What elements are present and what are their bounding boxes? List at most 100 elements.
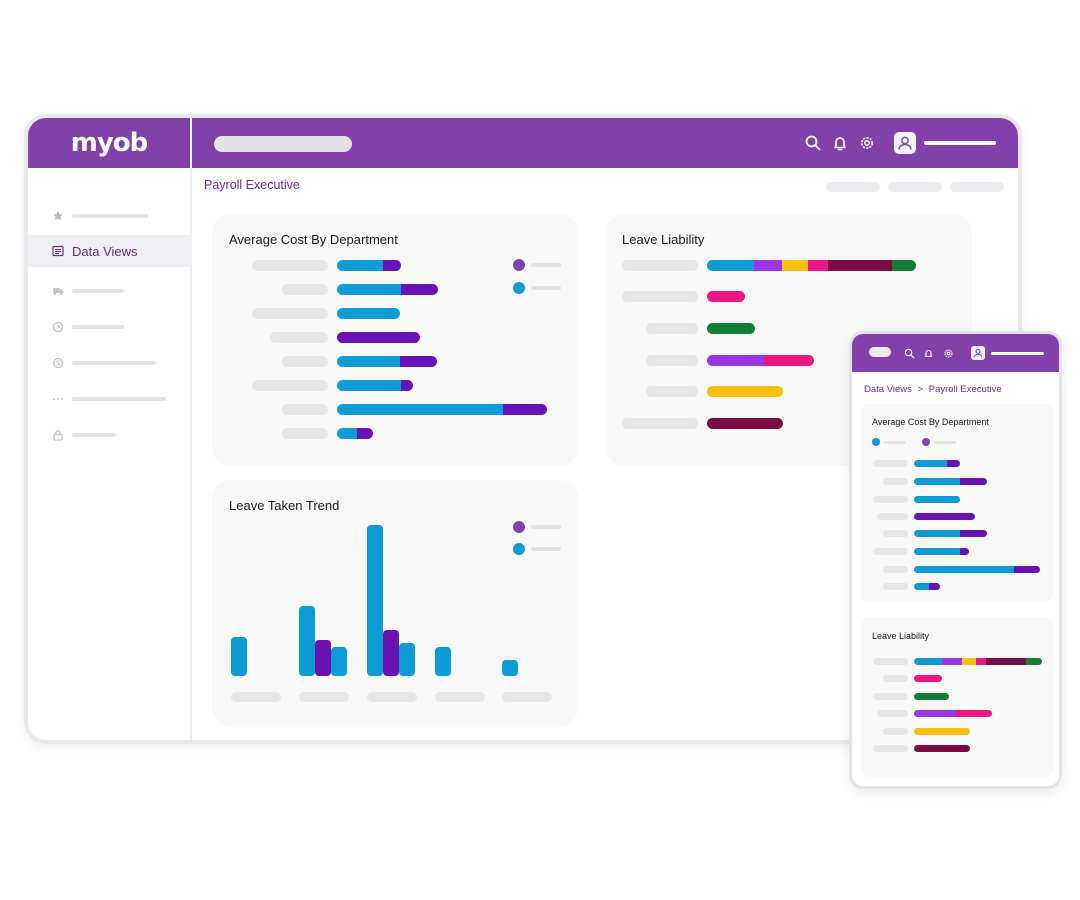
liability-bar[interactable] <box>914 658 1042 665</box>
bar-segment <box>976 658 986 665</box>
trend-bar[interactable] <box>299 606 315 676</box>
liability-bar[interactable] <box>707 291 745 302</box>
legend-dot-blue <box>513 282 525 294</box>
row-label-placeholder <box>252 380 328 391</box>
bar-segment <box>960 548 969 555</box>
cost-bar[interactable] <box>914 566 1040 573</box>
cost-bar[interactable] <box>914 583 940 590</box>
page-title: Payroll Executive <box>204 178 300 192</box>
legend-label-placeholder <box>531 547 561 551</box>
liability-bar[interactable] <box>707 355 814 366</box>
row-label-placeholder <box>883 530 908 537</box>
liability-bar[interactable] <box>914 675 942 682</box>
sidebar-item-more[interactable] <box>28 383 190 415</box>
row-label-placeholder <box>646 355 698 366</box>
bar-segment <box>337 308 400 319</box>
trend-bar[interactable] <box>331 647 347 676</box>
legend-label-placeholder <box>934 441 956 444</box>
sidebar-item-delivery[interactable] <box>28 275 190 307</box>
liability-bar[interactable] <box>707 386 783 397</box>
cost-bar[interactable] <box>337 428 373 439</box>
cost-bar[interactable] <box>914 548 969 555</box>
bar-segment <box>707 323 755 334</box>
cost-bar[interactable] <box>914 530 987 537</box>
cost-bar[interactable] <box>337 260 401 271</box>
bar-segment <box>960 478 987 485</box>
cost-bar[interactable] <box>914 460 960 467</box>
cost-bar[interactable] <box>337 404 547 415</box>
filter-pill[interactable] <box>826 182 880 192</box>
bar-segment <box>914 530 960 537</box>
cost-bar[interactable] <box>914 513 975 520</box>
row-label-placeholder <box>883 583 908 590</box>
row-label-placeholder <box>883 728 908 735</box>
sidebar-item-label-placeholder <box>72 433 116 437</box>
trend-bar[interactable] <box>231 637 247 676</box>
cost-bar[interactable] <box>337 380 413 391</box>
liability-bar[interactable] <box>707 323 755 334</box>
row-label-placeholder <box>252 308 328 319</box>
trend-bar[interactable] <box>367 525 383 676</box>
bar-segment <box>707 418 783 429</box>
average-cost-card: Average Cost By Department <box>212 214 578 466</box>
bar-segment <box>914 745 970 752</box>
user-name-placeholder <box>924 141 996 145</box>
gear-icon[interactable] <box>858 134 876 152</box>
gear-icon[interactable] <box>943 348 954 359</box>
legend-label-placeholder <box>531 286 561 290</box>
bar-segment <box>960 530 987 537</box>
search-icon[interactable] <box>904 348 915 359</box>
sidebar-item-finance[interactable] <box>28 347 190 379</box>
liability-bar[interactable] <box>914 745 970 752</box>
bar-segment <box>914 460 947 467</box>
liability-bar[interactable] <box>914 728 970 735</box>
trend-bar[interactable] <box>502 660 518 676</box>
cost-bar[interactable] <box>337 356 437 367</box>
filter-pill[interactable] <box>888 182 942 192</box>
trend-bar[interactable] <box>315 640 331 676</box>
sidebar-item-security[interactable] <box>28 419 190 451</box>
row-label-placeholder <box>622 291 698 302</box>
search-bar-placeholder[interactable] <box>214 136 352 152</box>
cost-bar[interactable] <box>337 332 420 343</box>
user-avatar[interactable] <box>894 132 916 154</box>
breadcrumb-current: Payroll Executive <box>928 384 1002 395</box>
bar-segment <box>337 428 357 439</box>
user-avatar[interactable] <box>971 346 985 360</box>
breadcrumb-parent-link[interactable]: Data Views <box>864 384 912 395</box>
cost-bar[interactable] <box>337 308 400 319</box>
mobile-menu-pill[interactable] <box>869 347 891 357</box>
dollar-icon <box>52 357 64 369</box>
sidebar: Data Views <box>28 168 192 740</box>
card-title: Leave Liability <box>622 232 705 247</box>
liability-bar[interactable] <box>914 693 949 700</box>
row-label-placeholder <box>883 675 908 682</box>
logo-area[interactable]: myob <box>28 118 192 168</box>
sidebar-item-data-views[interactable]: Data Views <box>28 235 190 267</box>
bell-icon[interactable] <box>923 348 934 359</box>
liability-bar[interactable] <box>707 260 916 271</box>
card-title: Leave Taken Trend <box>229 498 340 513</box>
bar-segment <box>808 260 828 271</box>
bar-segment <box>914 513 975 520</box>
breadcrumb: Data Views > Payroll Executive <box>864 384 1002 395</box>
cost-bar[interactable] <box>914 496 960 503</box>
x-axis-label-placeholder <box>502 692 552 702</box>
sidebar-item-favorites[interactable] <box>28 200 190 232</box>
card-title: Average Cost By Department <box>872 417 989 427</box>
row-label-placeholder <box>873 658 908 665</box>
search-icon[interactable] <box>804 134 822 152</box>
trend-bar[interactable] <box>399 643 415 676</box>
trend-bar[interactable] <box>435 647 451 676</box>
bell-icon[interactable] <box>831 134 849 152</box>
cost-bar[interactable] <box>914 478 987 485</box>
liability-bar[interactable] <box>914 710 992 717</box>
bar-segment <box>914 675 942 682</box>
filter-pill[interactable] <box>950 182 1004 192</box>
x-axis-label-placeholder <box>367 692 417 702</box>
row-label-placeholder <box>883 566 908 573</box>
trend-bar[interactable] <box>383 630 399 676</box>
liability-bar[interactable] <box>707 418 783 429</box>
cost-bar[interactable] <box>337 284 438 295</box>
sidebar-item-time[interactable] <box>28 311 190 343</box>
